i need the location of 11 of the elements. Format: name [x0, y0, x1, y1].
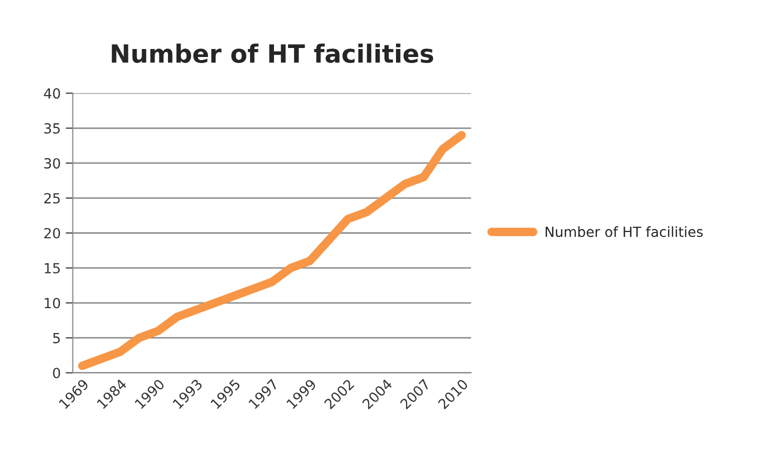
y-tick-label: 15 [44, 263, 60, 274]
legend-label: Number of HT facilities [546, 226, 703, 238]
chart-title: Number of HT facilities [112, 44, 434, 63]
y-tick-label: 20 [44, 228, 60, 238]
y-tick-label: 25 [44, 193, 60, 204]
y-tick-label: 5 [53, 333, 60, 344]
y-tick-label: 10 [44, 298, 60, 308]
y-tick-label: 0 [53, 368, 60, 378]
y-tick-label: 35 [44, 123, 60, 134]
y-tick-label: 40 [44, 88, 60, 99]
y-tick-label: 30 [44, 158, 60, 169]
